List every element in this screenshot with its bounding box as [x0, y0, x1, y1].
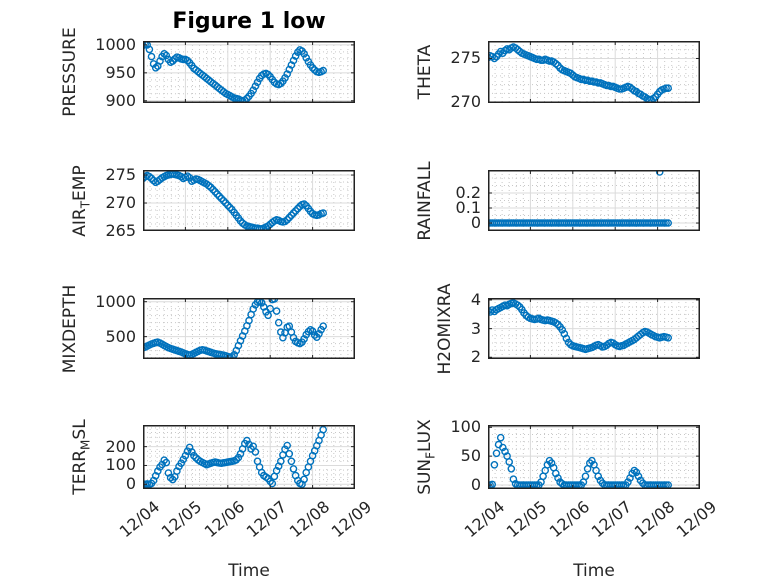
axes-box: [143, 170, 355, 231]
subplot-pressure: PRESSURE 900 950 1000: [60, 27, 355, 117]
y-tick-label: 270: [105, 193, 136, 213]
plot-canvas: [143, 41, 355, 103]
y-tick-label: 1000: [95, 34, 136, 54]
axes-box: [488, 170, 700, 231]
data-markers: [143, 170, 327, 231]
subplot-mixdepth: MIXDEPTH 500 1000: [60, 284, 355, 373]
y-tick-label: 100: [105, 455, 136, 475]
data-markers: [143, 425, 327, 489]
figure-title: Figure 1 low: [172, 9, 326, 34]
y-tick-label: 0: [125, 474, 136, 494]
subplot-theta: THETA 270 275: [415, 41, 700, 111]
axes-box: [143, 425, 355, 489]
data-markers: [143, 41, 327, 103]
y-tick-label: 3: [470, 318, 481, 338]
plot-canvas: [488, 298, 700, 359]
y-tick-label: 265: [105, 221, 136, 240]
y-tick-label: 275: [450, 48, 481, 68]
y-tick-label: 0: [470, 474, 481, 494]
y-tick-label: 4: [470, 290, 481, 310]
data-markers: [488, 43, 672, 103]
y-axis-label-text: TERR: [70, 449, 90, 495]
y-axis-label-suffix: SL: [70, 419, 90, 440]
y-tick-label: 50: [460, 446, 481, 466]
y-tick-label: 200: [105, 436, 136, 456]
y-axis-label: RAINFALL: [414, 51, 436, 351]
y-tick-label: 0.2: [455, 182, 481, 202]
y-axis-label-text: H2OMIXRA: [435, 282, 455, 375]
major-grid: [143, 170, 355, 231]
subplot-sun_flux: SUNFLUX 0 50 100 12/04 12/05 12/06 12/07 12/08 1…: [415, 417, 720, 581]
y-tick-label: 100: [450, 417, 481, 437]
x-axis-label: Time: [573, 561, 615, 581]
y-axis-label-text: RAINFALL: [415, 160, 435, 241]
subplot-air_temp: AIRTEMP 265 270 275: [70, 165, 355, 240]
y-tick-label: 0: [470, 213, 481, 233]
axes-box: [488, 298, 700, 359]
y-tick-label: 275: [105, 165, 136, 185]
plot-canvas: [488, 425, 700, 489]
axes-box: [143, 298, 355, 359]
plot-canvas: [143, 298, 355, 359]
data-markers: [488, 170, 672, 227]
subplot-rainfall: RAINFALL 0 0.1 0.2: [415, 161, 700, 240]
y-tick-label: 0.1: [455, 198, 481, 217]
axes-box: [143, 41, 355, 103]
plot-canvas: [488, 41, 700, 103]
minor-grid: [488, 41, 700, 103]
y-axis-label-subscript: M: [78, 439, 93, 450]
minor-grid: [488, 170, 700, 231]
y-tick-label: 270: [450, 92, 481, 112]
y-axis-label-suffix: LUX: [415, 419, 435, 452]
plot-canvas: [143, 425, 355, 489]
minor-grid: [488, 425, 700, 489]
subplot-h2omixra: H2OMIXRA 2 3 4: [435, 283, 700, 374]
y-tick-label: 2: [470, 347, 481, 367]
y-axis-label: TERRMSL: [69, 307, 93, 583]
y-axis-label: SUNFLUX: [414, 307, 438, 583]
y-tick-label: 900: [105, 90, 136, 110]
data-markers: [143, 298, 327, 359]
y-axis-label-text: SUN: [415, 458, 435, 495]
y-axis-label-subscript: F: [423, 451, 438, 459]
plot-canvas: [143, 170, 355, 231]
plot-canvas: [488, 170, 700, 231]
minor-grid: [143, 41, 355, 103]
axis-ticks: [143, 170, 355, 231]
minor-grid: [143, 170, 355, 231]
axes-box: [488, 425, 700, 489]
x-axis-label: Time: [228, 561, 270, 581]
subplot-terr_msl: TERRMSL 0 100 200 12/04 12/05 12/06 12/07 12/08…: [70, 419, 375, 581]
y-tick-label: 500: [105, 326, 136, 346]
y-tick-label: 1000: [95, 291, 136, 311]
axes-box: [488, 41, 700, 103]
y-tick-label: 950: [105, 62, 136, 82]
